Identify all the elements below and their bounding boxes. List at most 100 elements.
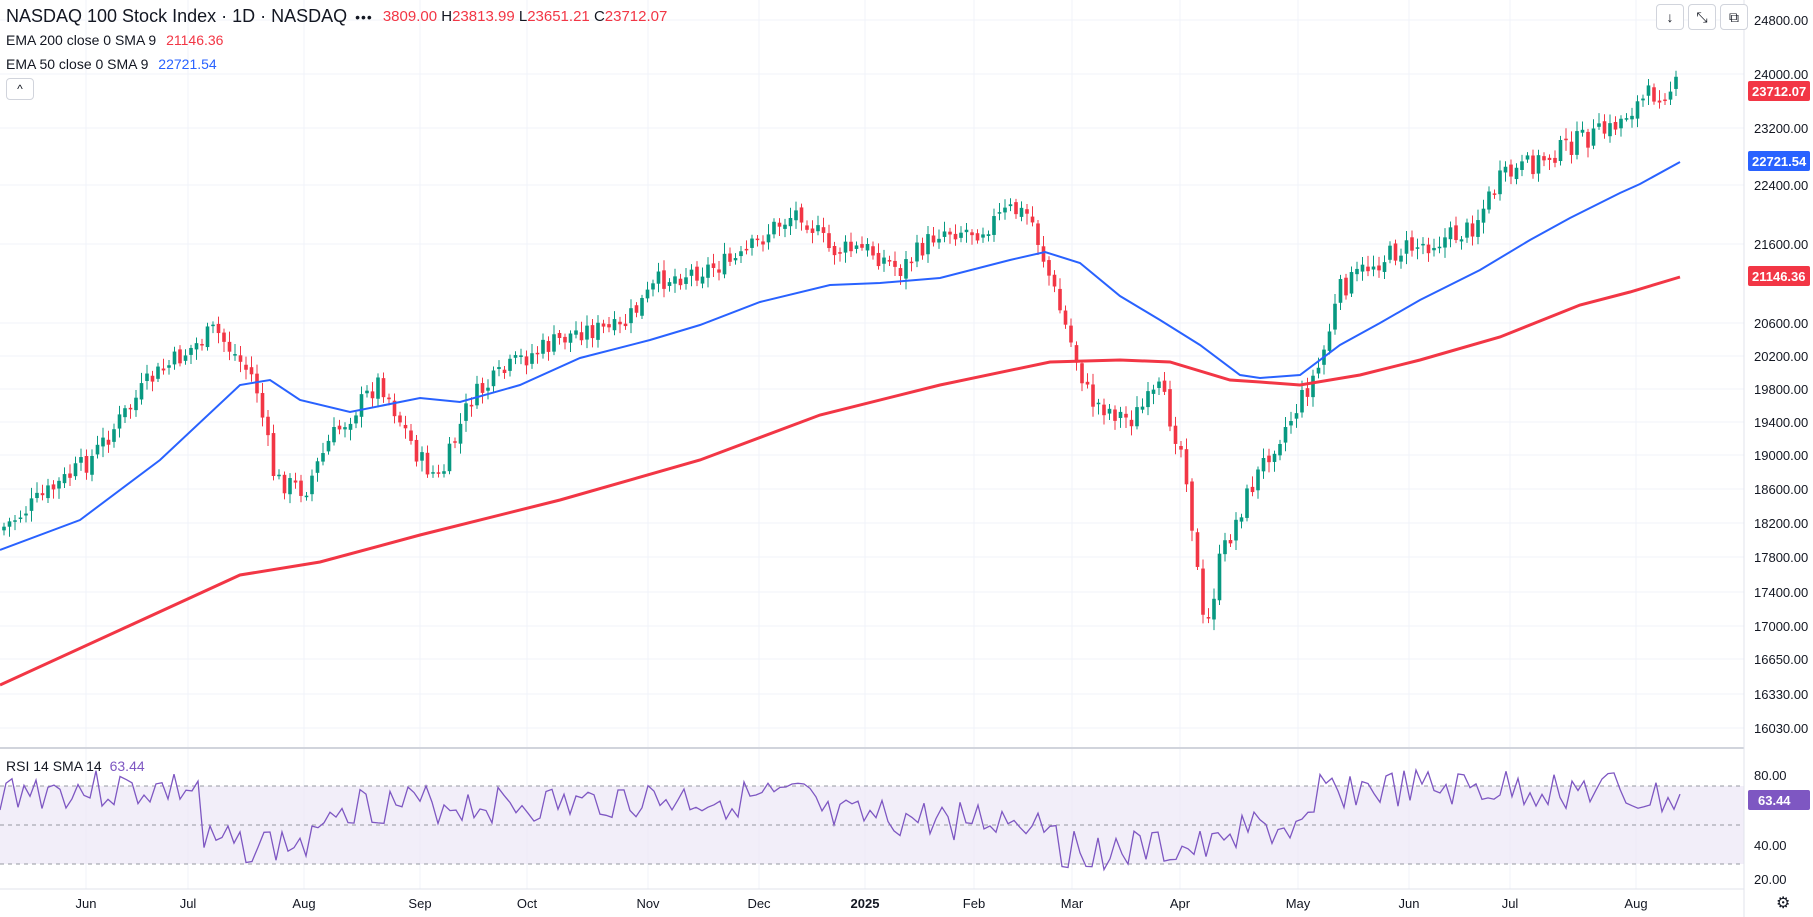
candle-body [453, 441, 457, 443]
candle-body [420, 452, 424, 461]
candle-body [843, 241, 848, 253]
candle-body [1602, 121, 1607, 134]
candle-body [1272, 453, 1277, 462]
candle-body [1465, 222, 1469, 238]
candle-body [1487, 191, 1491, 210]
candle-body [887, 260, 892, 262]
candle-body [117, 414, 122, 429]
indicator-ema200-legend[interactable]: EMA 200 close 0 SMA 9 21146.36 [6, 32, 223, 48]
candle-body [772, 221, 776, 235]
candle-body [1212, 598, 1216, 620]
price-tick-label: 18600.00 [1754, 482, 1808, 497]
candle-body [1047, 260, 1051, 276]
candle-body [1063, 310, 1068, 325]
candle-body [387, 397, 391, 400]
price-axis[interactable]: 24800.00 24000.00 23200.00 22400.00 21600.00… [1754, 13, 1808, 736]
rsi-tick-label: 40.00 [1754, 838, 1787, 853]
candle-body [491, 370, 496, 387]
candle-body [442, 471, 446, 474]
candle-body [640, 297, 644, 316]
candle-body [607, 324, 611, 328]
candle-body [535, 352, 540, 355]
open-value: 3809.00 [382, 8, 438, 25]
candle-body [1536, 155, 1541, 174]
candle-body [849, 241, 853, 252]
candle-body [1591, 128, 1596, 146]
candle-body [227, 341, 232, 352]
candle-body [425, 452, 430, 475]
candle-body [1575, 131, 1579, 155]
candle-body [1547, 157, 1552, 160]
chevron-up-icon[interactable]: ^ [6, 78, 34, 100]
collapse-pane-icon[interactable]: ⤡ [1688, 4, 1716, 30]
maximize-pane-icon[interactable]: ⧉ [1720, 4, 1748, 30]
candle-body [524, 356, 529, 366]
candle-body [1514, 167, 1519, 180]
candle-body [183, 355, 188, 361]
price-tick-label: 24800.00 [1754, 13, 1808, 28]
candle-body [1630, 115, 1634, 120]
candle-body [502, 369, 507, 374]
candle-body [1426, 244, 1431, 254]
candle-body [684, 277, 688, 284]
candle-body [145, 373, 149, 382]
time-axis[interactable]: Jun Jul Aug Sep Oct Nov Dec 2025 Feb Mar Apr May Jun… [76, 896, 1648, 911]
candle-body [1206, 617, 1211, 619]
candle-body [508, 358, 512, 371]
candle-body [403, 424, 408, 429]
candle-body [1069, 325, 1073, 343]
indicator-label: EMA 200 close 0 SMA 9 [6, 32, 157, 48]
candle-body [1668, 91, 1673, 100]
indicator-ema50-legend[interactable]: EMA 50 close 0 SMA 9 22721.54 [6, 56, 217, 72]
candle-body [1498, 170, 1502, 195]
price-badges: 23712.07 22721.54 21146.36 63.44 [1748, 81, 1810, 810]
candle-body [827, 233, 831, 249]
candle-body [112, 429, 116, 442]
candle-body [1415, 247, 1420, 249]
candle-body [590, 325, 595, 339]
price-tick-label: 17800.00 [1754, 550, 1808, 565]
candle-body [359, 394, 364, 417]
candle-body [645, 289, 650, 299]
candle-body [233, 354, 237, 356]
candle-body [656, 271, 661, 284]
candle-body [1223, 540, 1227, 555]
price-tick-label: 16650.00 [1754, 652, 1808, 667]
candle-body [1311, 375, 1315, 398]
candle-body [326, 440, 331, 452]
gear-icon[interactable]: ⚙ [1776, 895, 1790, 912]
rsi-axis[interactable]: 80.00 40.00 20.00 [1754, 768, 1787, 887]
rsi-legend[interactable]: RSI 14 SMA 14 63.44 [6, 758, 145, 774]
candle-body [46, 485, 50, 499]
candle-body [486, 387, 490, 391]
candle-body [799, 207, 804, 223]
candle-body [755, 238, 760, 241]
candle-body [1641, 98, 1645, 101]
candle-body [332, 426, 336, 443]
candle-body [1129, 419, 1134, 427]
time-label: Jun [1399, 896, 1420, 911]
symbol-title[interactable]: NASDAQ 100 Stock Index · 1D · NASDAQ [6, 6, 348, 26]
candle-body [238, 355, 243, 362]
price-tick-label: 20200.00 [1754, 349, 1808, 364]
candle-body [871, 246, 875, 256]
candle-body [992, 216, 996, 235]
more-icon[interactable]: ••• [355, 8, 373, 25]
candle-body [794, 210, 798, 221]
candle-body [860, 244, 864, 248]
candle-body [1184, 449, 1189, 485]
candle-body [1410, 237, 1414, 251]
candle-body [1663, 99, 1667, 102]
candle-body [959, 232, 963, 238]
candle-body [557, 332, 562, 338]
candle-body [1168, 389, 1172, 427]
scroll-down-icon[interactable]: ↓ [1656, 4, 1684, 30]
candle-body [464, 403, 468, 421]
candle-body [838, 252, 842, 254]
candle-body [304, 495, 309, 498]
candle-body [205, 326, 210, 348]
candle-body [51, 484, 56, 490]
candle-body [530, 353, 534, 364]
candle-body [937, 238, 941, 243]
